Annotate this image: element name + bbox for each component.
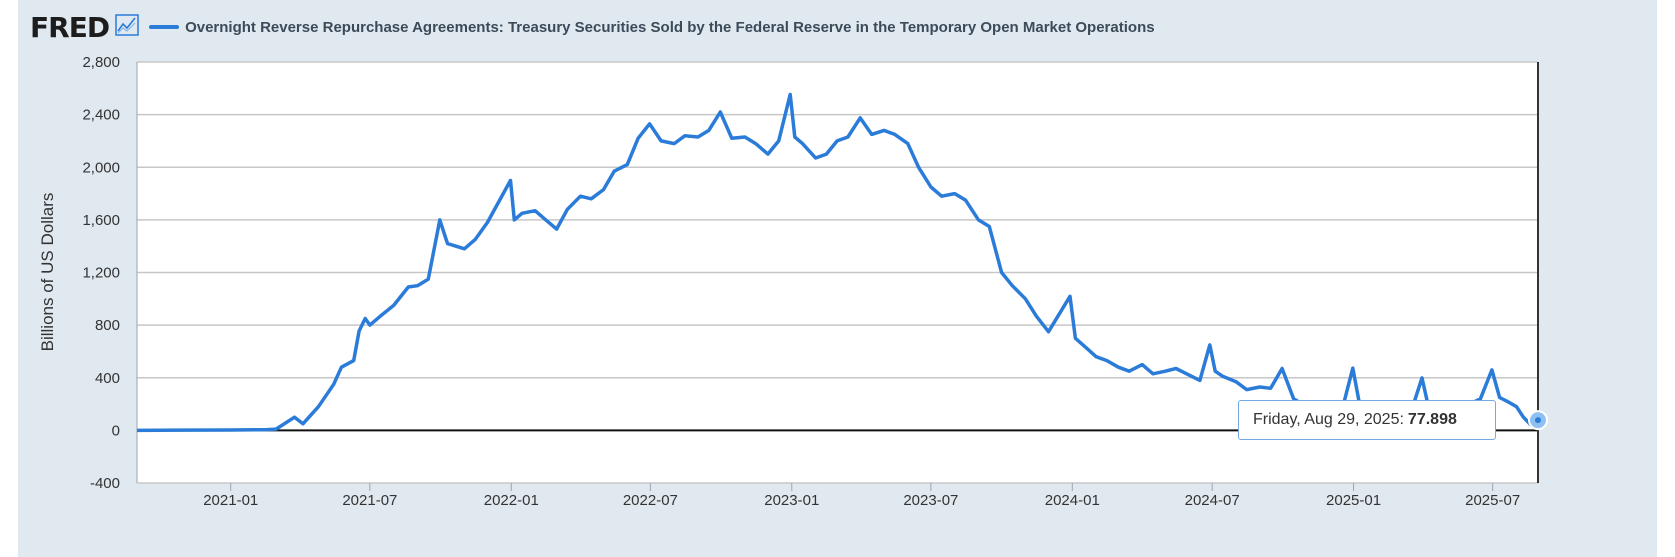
chart-title: Overnight Reverse Repurchase Agreements:… — [185, 18, 1155, 36]
y-axis-label: Billions of US Dollars — [38, 193, 57, 352]
x-tick-label: 2023-01 — [764, 492, 819, 509]
y-tick-label: 400 — [95, 370, 120, 387]
x-tick-label: 2025-07 — [1465, 492, 1520, 509]
x-tick-label: 2024-07 — [1185, 492, 1240, 509]
hover-marker-dot — [1535, 417, 1541, 424]
line-chart-icon — [115, 13, 139, 41]
grid-lines — [137, 61, 1538, 484]
y-tick-label: 1,600 — [82, 212, 120, 229]
x-tick-label: 2025-01 — [1326, 492, 1381, 509]
y-tick-label: 1,200 — [82, 265, 120, 282]
y-tick-label: 2,400 — [82, 107, 120, 124]
x-tick-label: 2024-01 — [1045, 492, 1100, 509]
y-tick-label: 2,800 — [82, 54, 120, 71]
x-tick-label: 2023-07 — [903, 492, 958, 509]
y-tick-label: -400 — [90, 475, 120, 492]
tooltip-value: 77.898 — [1407, 411, 1457, 428]
x-tick-label: 2021-07 — [342, 492, 397, 509]
y-tick-label: 2,000 — [82, 159, 120, 176]
series-legend-swatch — [149, 25, 180, 29]
y-tick-label: 800 — [95, 317, 120, 334]
fred-logo[interactable]: FRED — [30, 10, 110, 44]
x-tick-label: 2022-01 — [484, 492, 539, 509]
x-tick-label: 2022-07 — [623, 492, 678, 509]
x-axis-ticks: 2021-01 2021-07 2022-01 2022-07 2023-01 2023-… — [203, 483, 1520, 509]
chart-header: FRED Overnight Reverse Repurchase Agreem… — [30, 10, 1155, 44]
data-tooltip: Friday, Aug 29, 2025: 77.898 — [1238, 400, 1496, 440]
tooltip-date: Friday, Aug 29, 2025: — [1253, 411, 1404, 428]
x-tick-label: 2021-01 — [203, 492, 258, 509]
y-axis-ticks: -400 0 400 800 1,200 1,600 2,000 2,400 2,800 — [82, 54, 120, 492]
y-tick-label: 0 — [112, 422, 120, 439]
